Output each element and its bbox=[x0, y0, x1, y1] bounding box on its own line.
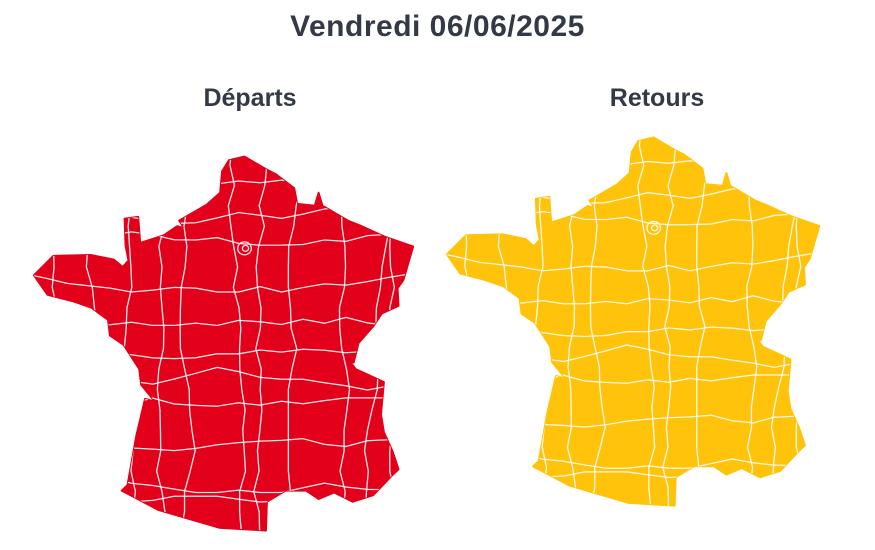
returns-map-shape bbox=[445, 136, 821, 507]
departures-map bbox=[30, 150, 420, 538]
page-title: Vendredi 06/06/2025 bbox=[290, 10, 585, 43]
france-departments-map-orange bbox=[445, 136, 821, 507]
returns-map bbox=[443, 131, 826, 513]
france-departments-map-red bbox=[32, 155, 415, 532]
departures-label: Départs bbox=[203, 84, 297, 112]
returns-label: Retours bbox=[609, 84, 705, 112]
departures-map-shape bbox=[32, 155, 415, 532]
